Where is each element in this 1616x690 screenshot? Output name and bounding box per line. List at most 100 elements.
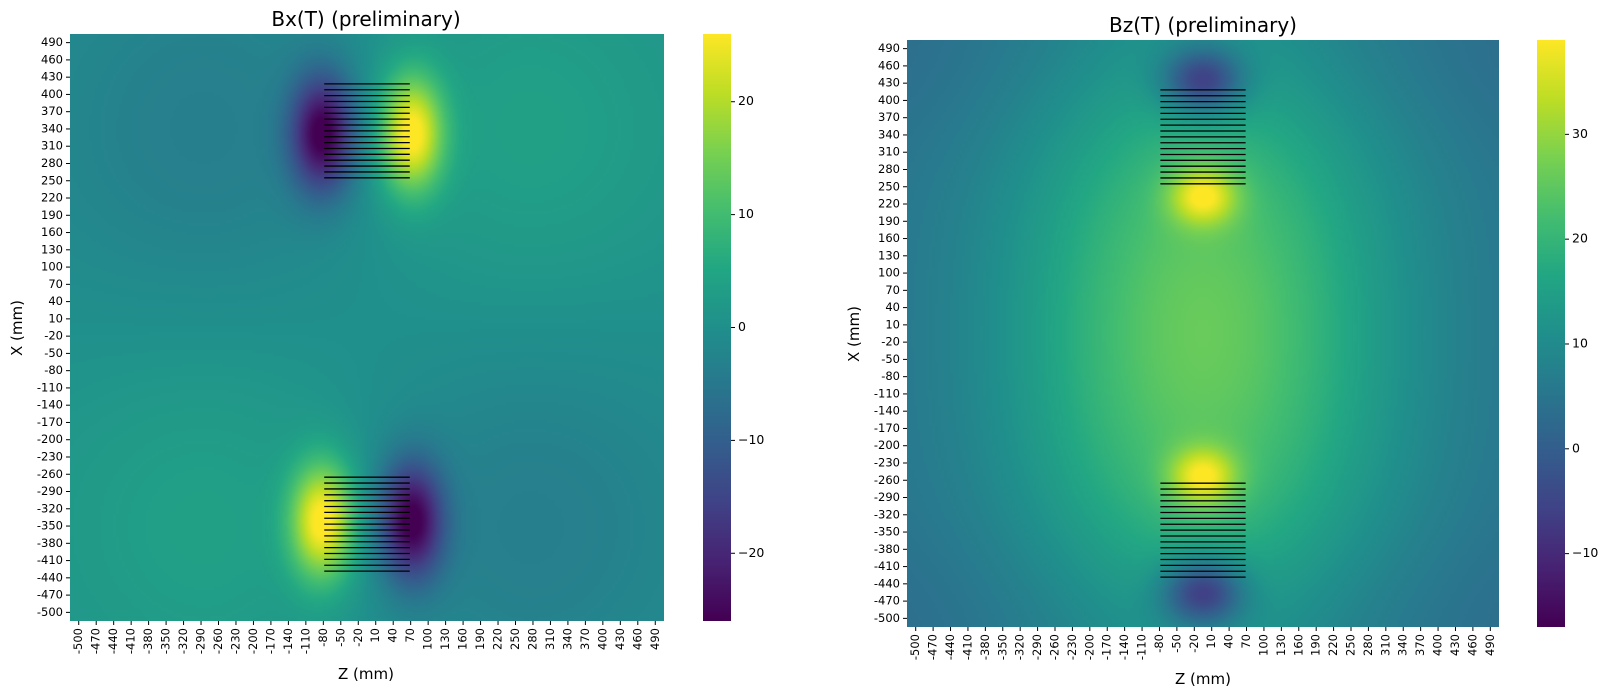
x-tick-label: -50 xyxy=(1169,634,1183,653)
bx-chart: Bx(T) (preliminary) -500 -470 -440 -410 -380… xyxy=(8,7,764,683)
x-tick-label: 430 xyxy=(613,628,627,650)
colorbar-ticks: 20 10 0 −10 −20 xyxy=(731,93,764,560)
y-tick-label: -230 xyxy=(37,449,63,463)
y-tick-label: 100 xyxy=(41,260,63,274)
colorbar xyxy=(703,34,731,621)
y-axis-label: X (mm) xyxy=(8,300,26,356)
x-tick-label: 490 xyxy=(648,628,662,650)
y-tick-label: -50 xyxy=(44,346,63,360)
x-tick-label: 490 xyxy=(1483,634,1497,656)
x-tick-label: 130 xyxy=(1274,634,1288,656)
y-tick-label: -200 xyxy=(37,432,63,446)
colorbar-tick-label: 30 xyxy=(1572,126,1588,141)
coil-group xyxy=(324,83,410,572)
x-tick-label: 400 xyxy=(595,628,609,650)
y-axis: 490 460 430 400 370 340 310 280 250 220 190 160 130 1… xyxy=(874,41,907,625)
x-tick-label: -380 xyxy=(978,634,992,660)
y-tick-label: 310 xyxy=(41,139,63,153)
y-tick-label: -50 xyxy=(881,352,900,366)
colorbar-tick-label: 20 xyxy=(1572,231,1588,246)
colorbar-tick-label: 0 xyxy=(1572,440,1580,455)
y-tick-label: 430 xyxy=(41,70,63,84)
y-tick-label: -230 xyxy=(874,455,900,469)
y-tick-label: 100 xyxy=(878,266,900,280)
x-tick-label: -440 xyxy=(943,634,957,660)
x-tick-label: -500 xyxy=(908,634,922,660)
chart-title: Bx(T) (preliminary) xyxy=(271,7,460,31)
x-tick-label: 160 xyxy=(456,628,470,650)
x-tick-label: 370 xyxy=(1413,634,1427,656)
x-tick-label: -350 xyxy=(159,628,173,654)
y-tick-label: 490 xyxy=(878,41,900,55)
bz-chart: Bz(T) (preliminary) -500 -470 -440 -410 -380… xyxy=(845,13,1598,688)
y-tick-label: 40 xyxy=(885,300,900,314)
y-tick-label: -200 xyxy=(874,438,900,452)
x-tick-label: 40 xyxy=(1222,634,1236,649)
x-tick-label: -260 xyxy=(1048,634,1062,660)
colorbar-tick-label: 10 xyxy=(738,206,754,221)
y-tick-label: -350 xyxy=(874,525,900,539)
x-tick-label: 130 xyxy=(438,628,452,650)
x-tick-label: -20 xyxy=(351,628,365,647)
heatmap-area xyxy=(907,40,1499,627)
y-tick-label: -80 xyxy=(44,363,63,377)
x-tick-label: 370 xyxy=(578,628,592,650)
colorbar-tick-label: 0 xyxy=(738,319,746,334)
x-tick-label: -230 xyxy=(1065,634,1079,660)
x-tick-label: 190 xyxy=(1309,634,1323,656)
heatmap-canvas xyxy=(70,34,664,621)
y-tick-label: 220 xyxy=(41,191,63,205)
x-tick-label: -140 xyxy=(281,628,295,654)
colorbar-tick-label: 10 xyxy=(1572,335,1588,350)
y-tick-label: -80 xyxy=(881,369,900,383)
y-tick-label: 40 xyxy=(48,294,63,308)
x-tick-label: 10 xyxy=(368,628,382,643)
x-tick-label: -290 xyxy=(194,628,208,654)
x-tick-label: -380 xyxy=(141,628,155,654)
y-tick-label: 460 xyxy=(878,58,900,72)
x-tick-label: -320 xyxy=(1013,634,1027,660)
x-tick-label: 10 xyxy=(1204,634,1218,649)
y-tick-label: 70 xyxy=(885,283,900,297)
y-tick-label: -500 xyxy=(37,605,63,619)
colorbar-canvas xyxy=(1537,40,1565,627)
x-tick-label: -410 xyxy=(960,634,974,660)
x-tick-label: -290 xyxy=(1030,634,1044,660)
y-tick-label: -20 xyxy=(881,335,900,349)
colorbar-canvas xyxy=(703,34,731,621)
y-tick-label: -380 xyxy=(874,542,900,556)
x-tick-label: 70 xyxy=(1239,634,1253,649)
y-tick-label: 280 xyxy=(41,156,63,170)
y-tick-label: 340 xyxy=(41,121,63,135)
x-tick-label: 250 xyxy=(508,628,522,650)
x-tick-label: 310 xyxy=(543,628,557,650)
x-tick-label: 400 xyxy=(1431,634,1445,656)
x-tick-label: -200 xyxy=(1082,634,1096,660)
x-tick-label: 220 xyxy=(491,628,505,650)
y-tick-label: 310 xyxy=(878,145,900,159)
x-tick-label: 190 xyxy=(473,628,487,650)
y-tick-label: 460 xyxy=(41,52,63,66)
x-tick-label: 70 xyxy=(403,628,417,643)
y-tick-label: -320 xyxy=(37,501,63,515)
y-tick-label: 430 xyxy=(878,76,900,90)
y-tick-label: 370 xyxy=(41,104,63,118)
x-tick-label: 250 xyxy=(1344,634,1358,656)
y-tick-label: -470 xyxy=(874,594,900,608)
x-tick-label: -230 xyxy=(228,628,242,654)
y-tick-label: -410 xyxy=(37,553,63,567)
y-tick-label: 400 xyxy=(41,87,63,101)
y-tick-label: 280 xyxy=(878,162,900,176)
x-tick-label: -470 xyxy=(89,628,103,654)
x-tick-label: 220 xyxy=(1326,634,1340,656)
x-tick-label: -410 xyxy=(124,628,138,654)
y-tick-label: -140 xyxy=(37,398,63,412)
y-tick-label: 250 xyxy=(878,179,900,193)
x-tick-label: -110 xyxy=(298,628,312,654)
y-tick-label: -170 xyxy=(37,415,63,429)
y-tick-label: -260 xyxy=(874,473,900,487)
x-axis-label: Z (mm) xyxy=(1175,670,1231,688)
y-tick-label: -290 xyxy=(874,490,900,504)
y-tick-label: -500 xyxy=(874,611,900,625)
